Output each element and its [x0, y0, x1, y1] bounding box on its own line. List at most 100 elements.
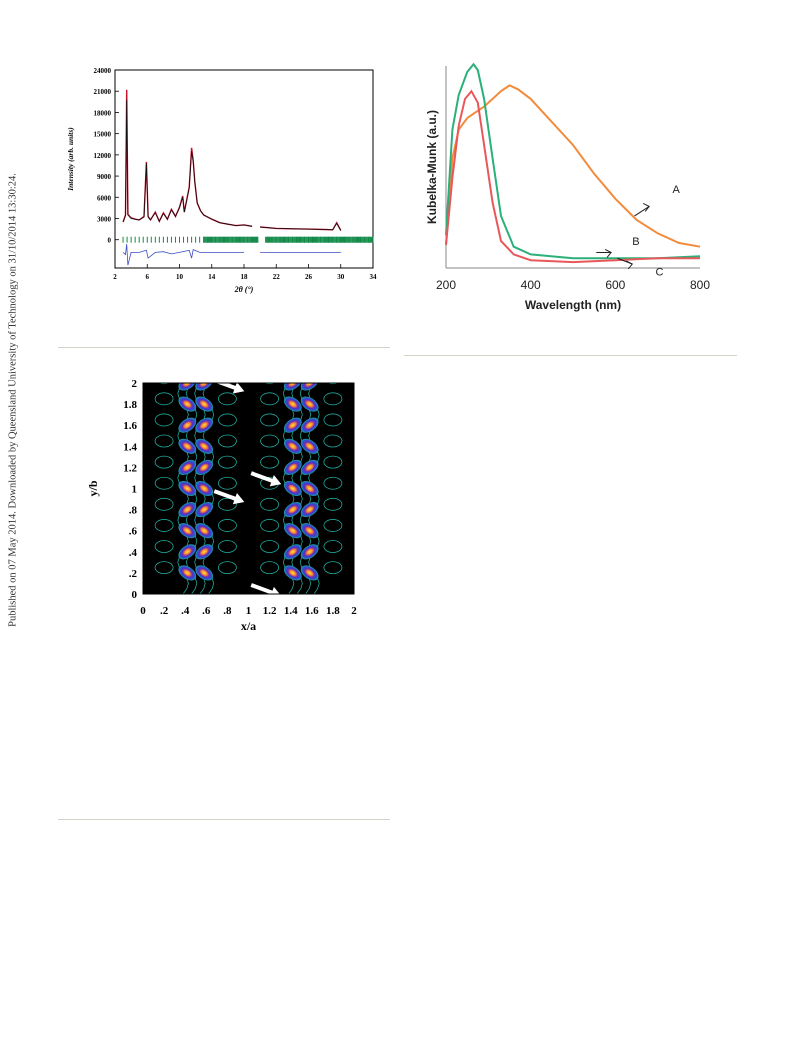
map-density-peak [283, 383, 302, 391]
map-contour-ring [323, 497, 343, 511]
map-ytick-label: .8 [129, 505, 138, 517]
uv-series-label: A [672, 184, 680, 196]
xrd-series-observed [122, 89, 253, 227]
map-density-peak [283, 565, 302, 581]
map-contour-ring [327, 383, 339, 385]
map-contour-ring [323, 413, 343, 427]
map-contour-ring [154, 392, 174, 406]
xrd-series-calculated [260, 222, 342, 231]
xrd-ytick-label: 21000 [94, 88, 112, 96]
map-contour-ring [323, 519, 343, 532]
divider-left-top [58, 347, 390, 348]
uv-xtick-label: 800 [690, 278, 710, 292]
divider-right [404, 355, 737, 356]
map-xtick-label: .2 [160, 605, 169, 617]
xrd-xtick-label: 18 [241, 273, 249, 281]
uv-series-B [445, 62, 701, 260]
map-contour-ring [222, 383, 233, 385]
map-density-peak [283, 480, 302, 497]
figure-density-map: 0 .2 .4 .6 .8 1 1.2 1.4 1.6 1.8 2 0 .2 .4 .6 .8 1 1.2 1.4 1… [80, 375, 380, 675]
map-contour-ring [154, 413, 174, 427]
sidebar-text: Published on 07 May 2014. Downloaded by … [7, 173, 19, 627]
xrd-xtick-label: 10 [176, 273, 184, 281]
divider-left-bottom [58, 819, 390, 820]
map-contour-ring [323, 455, 343, 469]
xrd-xtick-label: 26 [305, 273, 313, 281]
uv-series-C [445, 89, 700, 264]
map-density-peak [178, 544, 197, 560]
map-ytick-label: 1.4 [123, 441, 137, 453]
map-contour-ring [323, 392, 343, 406]
map-density-peak [178, 502, 197, 518]
map-xtick-label: 1.6 [305, 605, 319, 617]
map-arrow [250, 471, 282, 487]
uv-series-label: C [656, 267, 664, 279]
map-arrow-head [269, 586, 282, 594]
map-density-peak [195, 544, 214, 560]
map-ytick-label: .6 [129, 526, 138, 538]
map-contour-ring [154, 519, 174, 532]
map-contour-ring [154, 476, 174, 490]
figure-xrd: 24000 21000 18000 15000 12000 9000 6000 3000 0 2 6… [60, 60, 380, 300]
map-density-peak [300, 383, 319, 391]
map-xtick-label: 1 [246, 605, 252, 617]
map-ytick-label: .4 [129, 547, 138, 559]
map-xtick-label: .6 [202, 605, 211, 617]
map-density-peak [195, 459, 214, 475]
map-arrow-head [232, 383, 245, 394]
xrd-reflection-ticks [122, 236, 374, 243]
uvvis-chart: 200 400 600 800 Wavelength (nm) Kubelka-Munk … [425, 62, 710, 312]
map-ytick-label: 1.8 [123, 399, 137, 411]
map-density-peak [195, 396, 214, 412]
map-density-peak [178, 523, 197, 539]
map-contour-ring [217, 392, 237, 406]
xrd-series-calculated [122, 99, 253, 227]
map-contour-ring [260, 392, 280, 406]
map-arrow-shaft [250, 583, 275, 594]
uv-xtick-label: 200 [436, 278, 456, 292]
map-density-peak [178, 396, 197, 412]
map-xtick-label: 1.4 [284, 605, 298, 617]
map-contour-ring [323, 434, 343, 448]
map-contour-ring [260, 413, 280, 427]
map-ylabel: y/b [86, 480, 100, 496]
map-arrow-shaft [213, 383, 238, 391]
map-arrow-head [232, 492, 245, 505]
map-contour-ring [158, 383, 170, 385]
uv-series-A [445, 84, 701, 248]
map-density-peak [195, 383, 214, 391]
uv-series-label: B [632, 236, 639, 248]
map-xtick-label: 1.2 [263, 605, 277, 617]
map-ytick-label: .2 [129, 568, 138, 580]
xrd-ytick-label: 15000 [94, 131, 112, 139]
map-contour-ring [217, 476, 237, 490]
xrd-ytick-label: 12000 [94, 152, 112, 160]
map-contour-ring [260, 455, 280, 469]
xrd-ytick-label: 24000 [94, 67, 112, 75]
figure-uvvis: 200 400 600 800 Wavelength (nm) Kubelka-Munk … [408, 58, 728, 318]
map-contour-ring [260, 519, 280, 532]
map-density-peak [195, 565, 214, 581]
xrd-series-difference [122, 243, 244, 266]
map-density-peak [283, 544, 302, 560]
map-density-peak [283, 459, 302, 475]
map-arrow [213, 489, 245, 505]
map-contour-ring [217, 455, 237, 469]
map-density-peak [300, 502, 319, 518]
map-contour-ring [217, 561, 237, 575]
map-frame [142, 382, 355, 595]
map-content [154, 383, 343, 594]
uv-ylabel: Kubelka-Munk (a.u.) [425, 110, 439, 224]
map-ytick-label: 1.6 [123, 420, 137, 432]
map-density-peak [178, 480, 197, 497]
map-density-peak [195, 480, 214, 497]
map-density-peak [283, 438, 302, 454]
map-density-peak [178, 565, 197, 581]
map-density-peak [283, 523, 302, 539]
map-density-peak [300, 544, 319, 560]
map-contour-ring [154, 561, 174, 575]
uv-label-arrowhead [626, 260, 634, 270]
density-map-chart: 0 .2 .4 .6 .8 1 1.2 1.4 1.6 1.8 2 0 .2 .4 .6 .8 1 1.2 1.4 1… [86, 378, 357, 633]
map-arrow-head [269, 475, 282, 487]
